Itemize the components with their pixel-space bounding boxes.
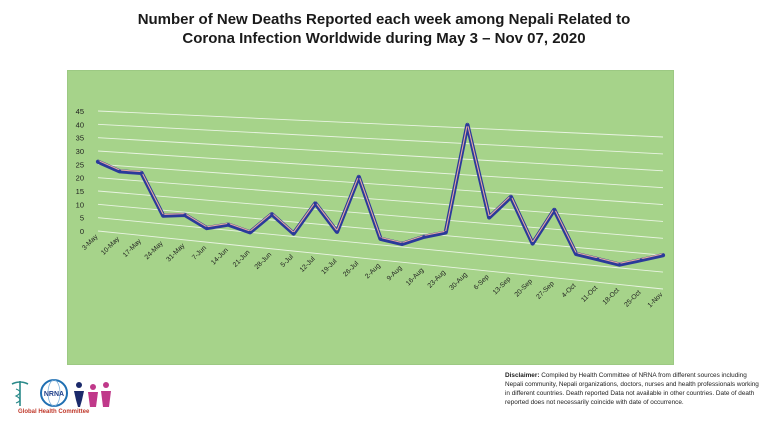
x-tick-label: 17-May <box>122 238 143 259</box>
x-tick-label: 5-Jul <box>280 253 296 269</box>
data-point-9-Aug <box>400 242 404 246</box>
gridline-30 <box>97 150 664 189</box>
x-tick-label: 27-Sep <box>535 280 556 301</box>
data-point-30-Aug <box>465 123 470 127</box>
caduceus-icon <box>11 381 29 406</box>
data-point-14-Jun <box>226 222 230 227</box>
gridline-45 <box>97 110 664 138</box>
data-point-28-Jun <box>270 212 274 216</box>
series-line-highlight <box>97 123 664 264</box>
data-point-7-Jun <box>205 226 209 230</box>
gridline-40 <box>97 123 664 155</box>
y-tick-label: 15 <box>76 187 84 196</box>
data-point-16-Aug <box>422 235 426 239</box>
disclaimer: Disclaimer: Compiled by Health Committee… <box>505 371 760 407</box>
x-tick-label: 6-Sep <box>473 273 491 291</box>
x-tick-label: 11-Oct <box>580 285 599 304</box>
x-tick-label: 9-Aug <box>386 265 404 283</box>
x-tick-label: 23-Aug <box>427 269 448 290</box>
y-tick-label: 0 <box>80 227 84 236</box>
x-tick-label: 10-May <box>100 235 121 256</box>
gridline-15 <box>97 190 664 239</box>
y-tick-label: 20 <box>76 174 84 183</box>
x-tick-label: 16-Aug <box>405 267 426 288</box>
y-tick-label: 5 <box>80 214 84 223</box>
chart-title: Number of New Deaths Reported each week … <box>0 10 768 48</box>
data-point-11-Oct <box>596 257 600 261</box>
x-tick-label: 18-Oct <box>602 287 621 306</box>
gridline-25 <box>97 163 664 206</box>
y-tick-label: 10 <box>76 200 84 209</box>
person-icon <box>74 382 84 407</box>
disclaimer-label: Disclaimer: <box>505 372 540 379</box>
data-point-21-Jun <box>248 230 252 234</box>
x-tick-label: 2-Aug <box>364 262 382 280</box>
gridline-5 <box>97 217 664 273</box>
x-tick-label: 21-Jun <box>232 249 252 269</box>
logo-caption: Global Health Committee <box>18 409 90 415</box>
x-tick-label: 26-Jul <box>342 260 360 278</box>
gridline-10 <box>97 203 664 256</box>
x-tick-label: 12-Jul <box>299 255 317 273</box>
data-point-31-May <box>183 213 187 217</box>
x-tick-label: 1-Nov <box>647 291 665 309</box>
gridline-20 <box>97 177 664 222</box>
data-point-13-Sep <box>509 195 513 199</box>
y-tick-label: 30 <box>76 147 84 156</box>
data-point-23-Aug <box>444 230 448 235</box>
chart-title-line-1: Number of New Deaths Reported each week … <box>137 11 631 28</box>
gridline-0 <box>97 230 664 290</box>
y-tick-label: 40 <box>76 120 84 129</box>
x-tick-label: 7-Jun <box>191 244 208 261</box>
x-tick-label: 14-Jun <box>210 247 230 267</box>
globe-icon: NRNA <box>40 379 68 407</box>
disclaimer-text: Compiled by Health Committee of NRNA fro… <box>505 372 759 406</box>
data-point-20-Sep <box>531 241 535 246</box>
chart-title-line-2: Corona Infection Worldwide during May 3 … <box>182 30 586 47</box>
x-tick-label: 19-Jul <box>320 258 338 276</box>
data-point-2-Aug <box>378 237 383 241</box>
logo-graphic: NRNA <box>11 379 111 407</box>
x-tick-label: 25-Oct <box>623 289 642 308</box>
data-point-17-May <box>139 171 144 175</box>
y-tick-label: 45 <box>76 107 84 116</box>
data-point-27-Sep <box>552 208 556 212</box>
nrna-logo: NRNA <box>8 378 118 422</box>
person-icon-3 <box>101 382 111 407</box>
data-point-19-Jul <box>335 230 339 234</box>
x-tick-label: 30-Aug <box>448 271 469 292</box>
data-point-6-Sep <box>487 215 491 220</box>
x-tick-label: 4-Oct <box>561 282 578 299</box>
x-tick-label: 31-May <box>165 242 186 263</box>
data-point-1-Nov <box>661 253 665 257</box>
gridline-35 <box>97 137 664 172</box>
y-tick-label: 25 <box>76 160 84 169</box>
x-tick-label: 20-Sep <box>514 278 535 299</box>
x-tick-label: 13-Sep <box>492 276 513 297</box>
data-point-24-May <box>161 214 165 218</box>
data-point-18-Oct <box>617 263 622 267</box>
data-point-5-Jul <box>291 232 296 236</box>
data-point-26-Jul <box>357 175 361 179</box>
data-point-4-Oct <box>574 252 578 256</box>
data-point-25-Oct <box>639 258 643 262</box>
person-icon-2 <box>88 384 98 407</box>
series-line <box>95 122 666 267</box>
data-point-10-May <box>118 169 122 173</box>
logo-text: NRNA <box>44 391 64 398</box>
y-tick-label: 35 <box>76 134 84 143</box>
x-tick-label: 24-May <box>144 240 165 261</box>
plot-area: 0 5 10 15 20 25 30 35 40 45 3-May 10-May 17-May 24-Ma… <box>67 70 674 365</box>
x-tick-label: 28-Jun <box>254 251 274 271</box>
data-point-3-May <box>96 160 100 164</box>
data-point-12-Jul <box>313 201 317 205</box>
